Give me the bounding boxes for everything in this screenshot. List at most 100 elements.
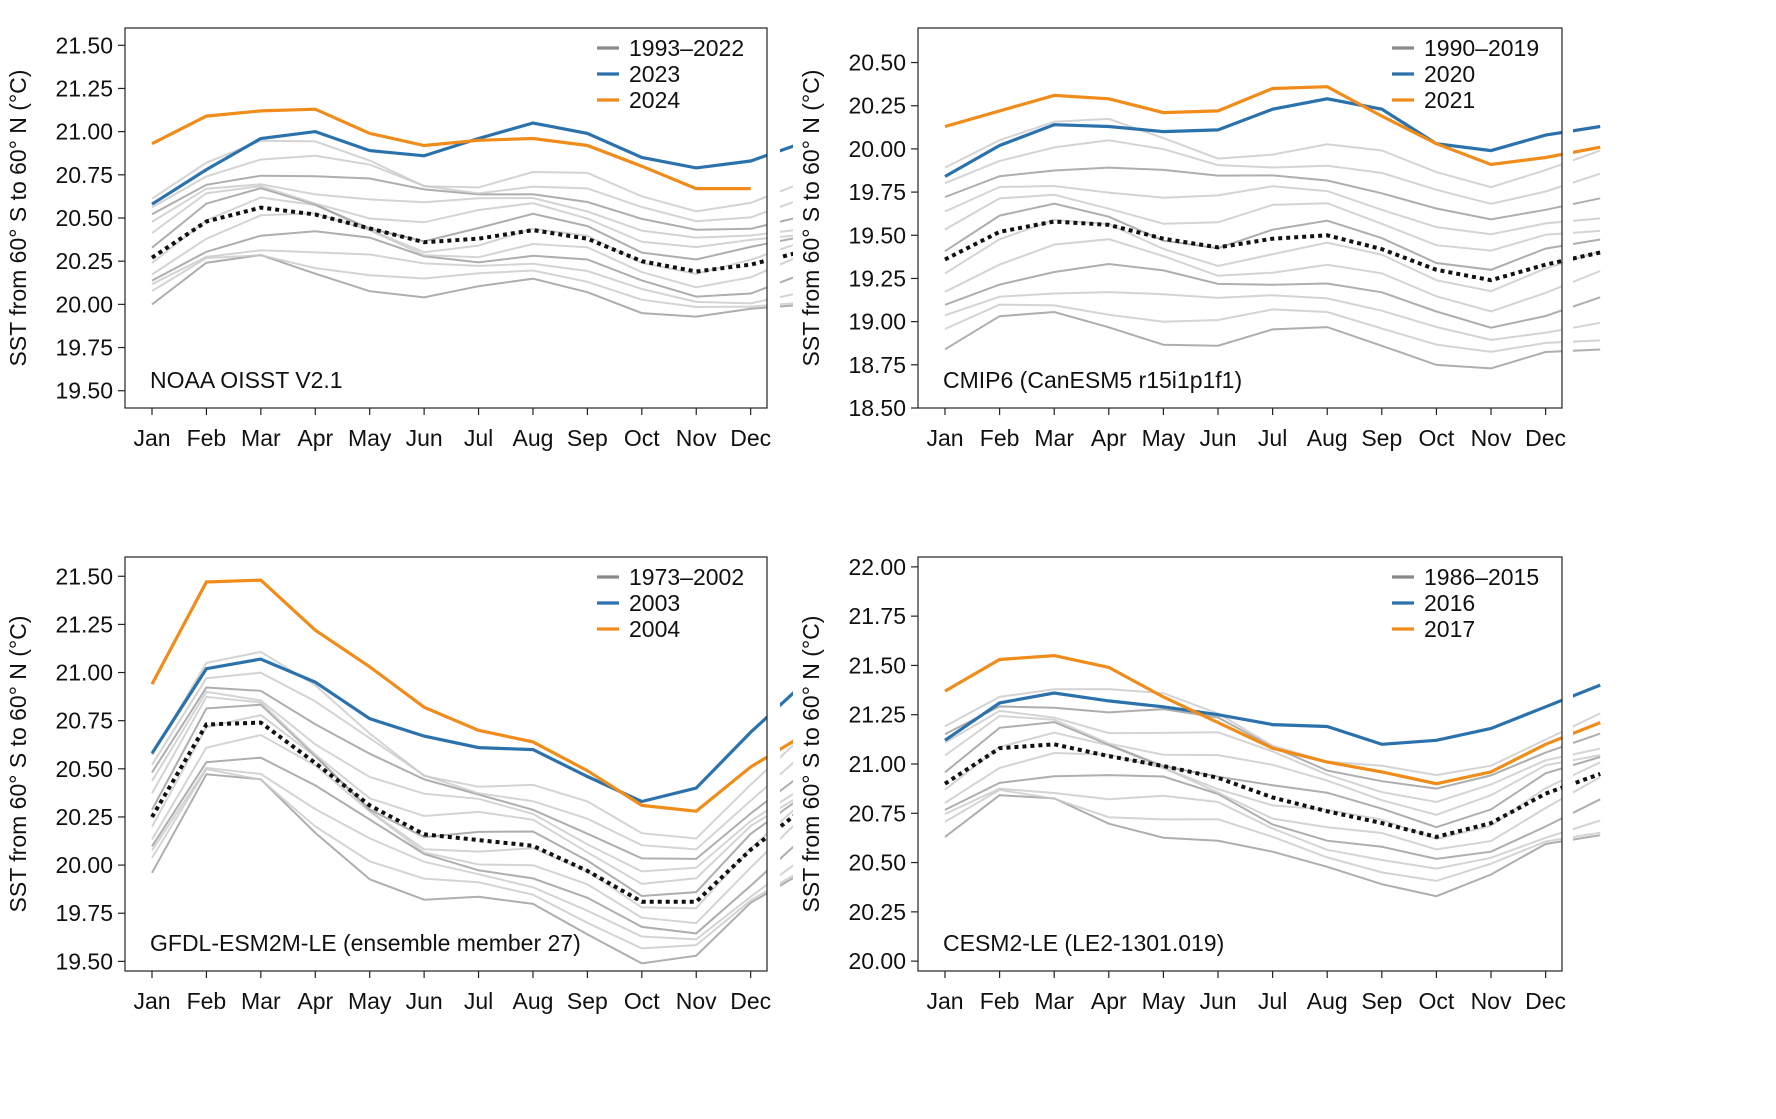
x-tick-label: Feb [980,425,1020,451]
legend-label: 2023 [629,61,680,87]
x-tick-label: Aug [513,988,554,1014]
chart-svg: 19.50 19.75 20.00 20.25 20.50 20.75 21.00 21.25… [0,0,806,530]
y-tick-label: 20.75 [55,708,113,734]
x-tick-label: Oct [1419,988,1455,1014]
background-year-line [151,671,806,851]
series-line-2004 [150,578,806,813]
y-tick-label: 20.50 [55,756,113,782]
x-tick-label: Jun [406,425,443,451]
y-tick-label: 19.00 [848,309,906,335]
background-year-line [944,709,1601,804]
right-mask [767,530,780,1060]
background-years-group [151,650,806,965]
y-tick-label: 21.75 [848,603,906,629]
x-tick-label: Oct [1419,425,1455,451]
background-year-line [151,690,806,873]
background-year-line [151,703,806,898]
y-tick-label: 22.00 [848,554,906,580]
y-tick-label: 21.25 [848,702,906,728]
x-tick-label: Feb [187,988,227,1014]
x-tick-label: Jan [926,988,963,1014]
background-year-line [944,310,1601,370]
legend-label: 2021 [1424,87,1475,113]
y-tick-label: 20.25 [848,899,906,925]
legend-label: 1986–2015 [1424,564,1539,590]
panel-b: b18.5018.7519.0019.2519.5019.7520.0020.2… [793,0,1601,530]
x-tick-label: Dec [1525,425,1566,451]
plot-frame [917,27,1563,409]
series-line-2016 [944,683,1601,746]
y-tick-label: 19.50 [55,948,113,974]
y-tick-label: 20.50 [55,205,113,231]
background-year-line [151,249,806,305]
x-tick-label: Apr [1091,988,1127,1014]
x-tick-label: Feb [187,425,227,451]
y-tick-label: 18.50 [848,395,906,421]
background-year-line [944,218,1601,293]
background-year-line [944,184,1601,236]
series-line-2020 [944,97,1601,178]
panel-c: c19.5019.7520.0020.2520.5020.7521.0021.2… [0,530,807,1060]
x-tick-label: Nov [1471,425,1512,451]
y-tick-label: 20.00 [55,291,113,317]
x-tick-label: Jul [1258,425,1287,451]
background-year-line [944,714,1601,816]
background-year-line [944,303,1601,353]
x-tick-label: Mar [1034,988,1074,1014]
x-tick-label: May [348,988,392,1014]
x-tick-label: Dec [730,425,771,451]
series-line-2021 [944,85,1601,167]
background-year-line [151,733,806,925]
right-mask [1562,0,1573,530]
y-tick-label: 21.50 [55,32,113,58]
y-tick-label: 18.75 [848,352,906,378]
background-year-line [944,731,1601,840]
series-line-2017 [944,653,1601,786]
x-tick-label: Jan [926,425,963,451]
background-year-line [151,212,806,289]
y-tick-label: 21.00 [55,660,113,686]
background-year-line [944,193,1601,252]
x-tick-label: Jul [1258,988,1287,1014]
x-tick-label: Jun [1199,988,1236,1014]
x-tick-label: Dec [1525,988,1566,1014]
left-mask [793,0,918,530]
y-tick-label: 20.50 [848,50,906,76]
background-years-group [944,117,1601,370]
x-tick-label: Aug [513,425,554,451]
legend-label: 2016 [1424,590,1475,616]
x-tick-label: Jul [464,425,493,451]
y-tick-label: 20.25 [55,248,113,274]
y-axis-label: SST from 60° S to 60° N (°C) [798,70,824,367]
right-mask [767,0,780,530]
panel-a: a19.5019.7520.0020.2520.5020.7521.0021.2… [0,0,806,530]
y-tick-label: 20.75 [55,162,113,188]
x-tick-label: May [1142,988,1186,1014]
background-year-line [944,117,1601,189]
y-tick-label: 19.75 [55,900,113,926]
background-year-line [944,787,1601,870]
x-tick-label: Jul [464,988,493,1014]
left-mask [793,530,918,1060]
x-tick-label: Aug [1307,988,1348,1014]
series-line-2003 [150,657,807,804]
x-tick-label: Sep [1361,425,1402,451]
y-tick-label: 20.75 [848,800,906,826]
x-tick-label: Sep [1361,988,1402,1014]
background-year-line [944,238,1601,313]
x-tick-label: Dec [730,988,771,1014]
y-tick-label: 21.50 [848,652,906,678]
legend-label: 2003 [629,590,680,616]
background-years-group [151,139,806,318]
plot-frame [124,556,768,972]
dataset-label: NOAA OISST V2.1 [150,367,343,393]
background-year-line [944,291,1601,341]
chart-svg: 18.50 18.75 19.00 19.25 19.50 19.75 20.00 20.25… [793,0,1601,530]
background-year-line [151,139,806,213]
background-year-line [151,714,806,910]
y-axis-label: SST from 60° S to 60° N (°C) [5,70,31,367]
series-line-2023 [151,121,806,206]
y-tick-label: 21.00 [55,119,113,145]
chart-svg: 20.00 20.25 20.50 20.75 21.00 21.25 21.50 21.75… [793,530,1601,1060]
climatology-mean-line [944,219,1601,283]
